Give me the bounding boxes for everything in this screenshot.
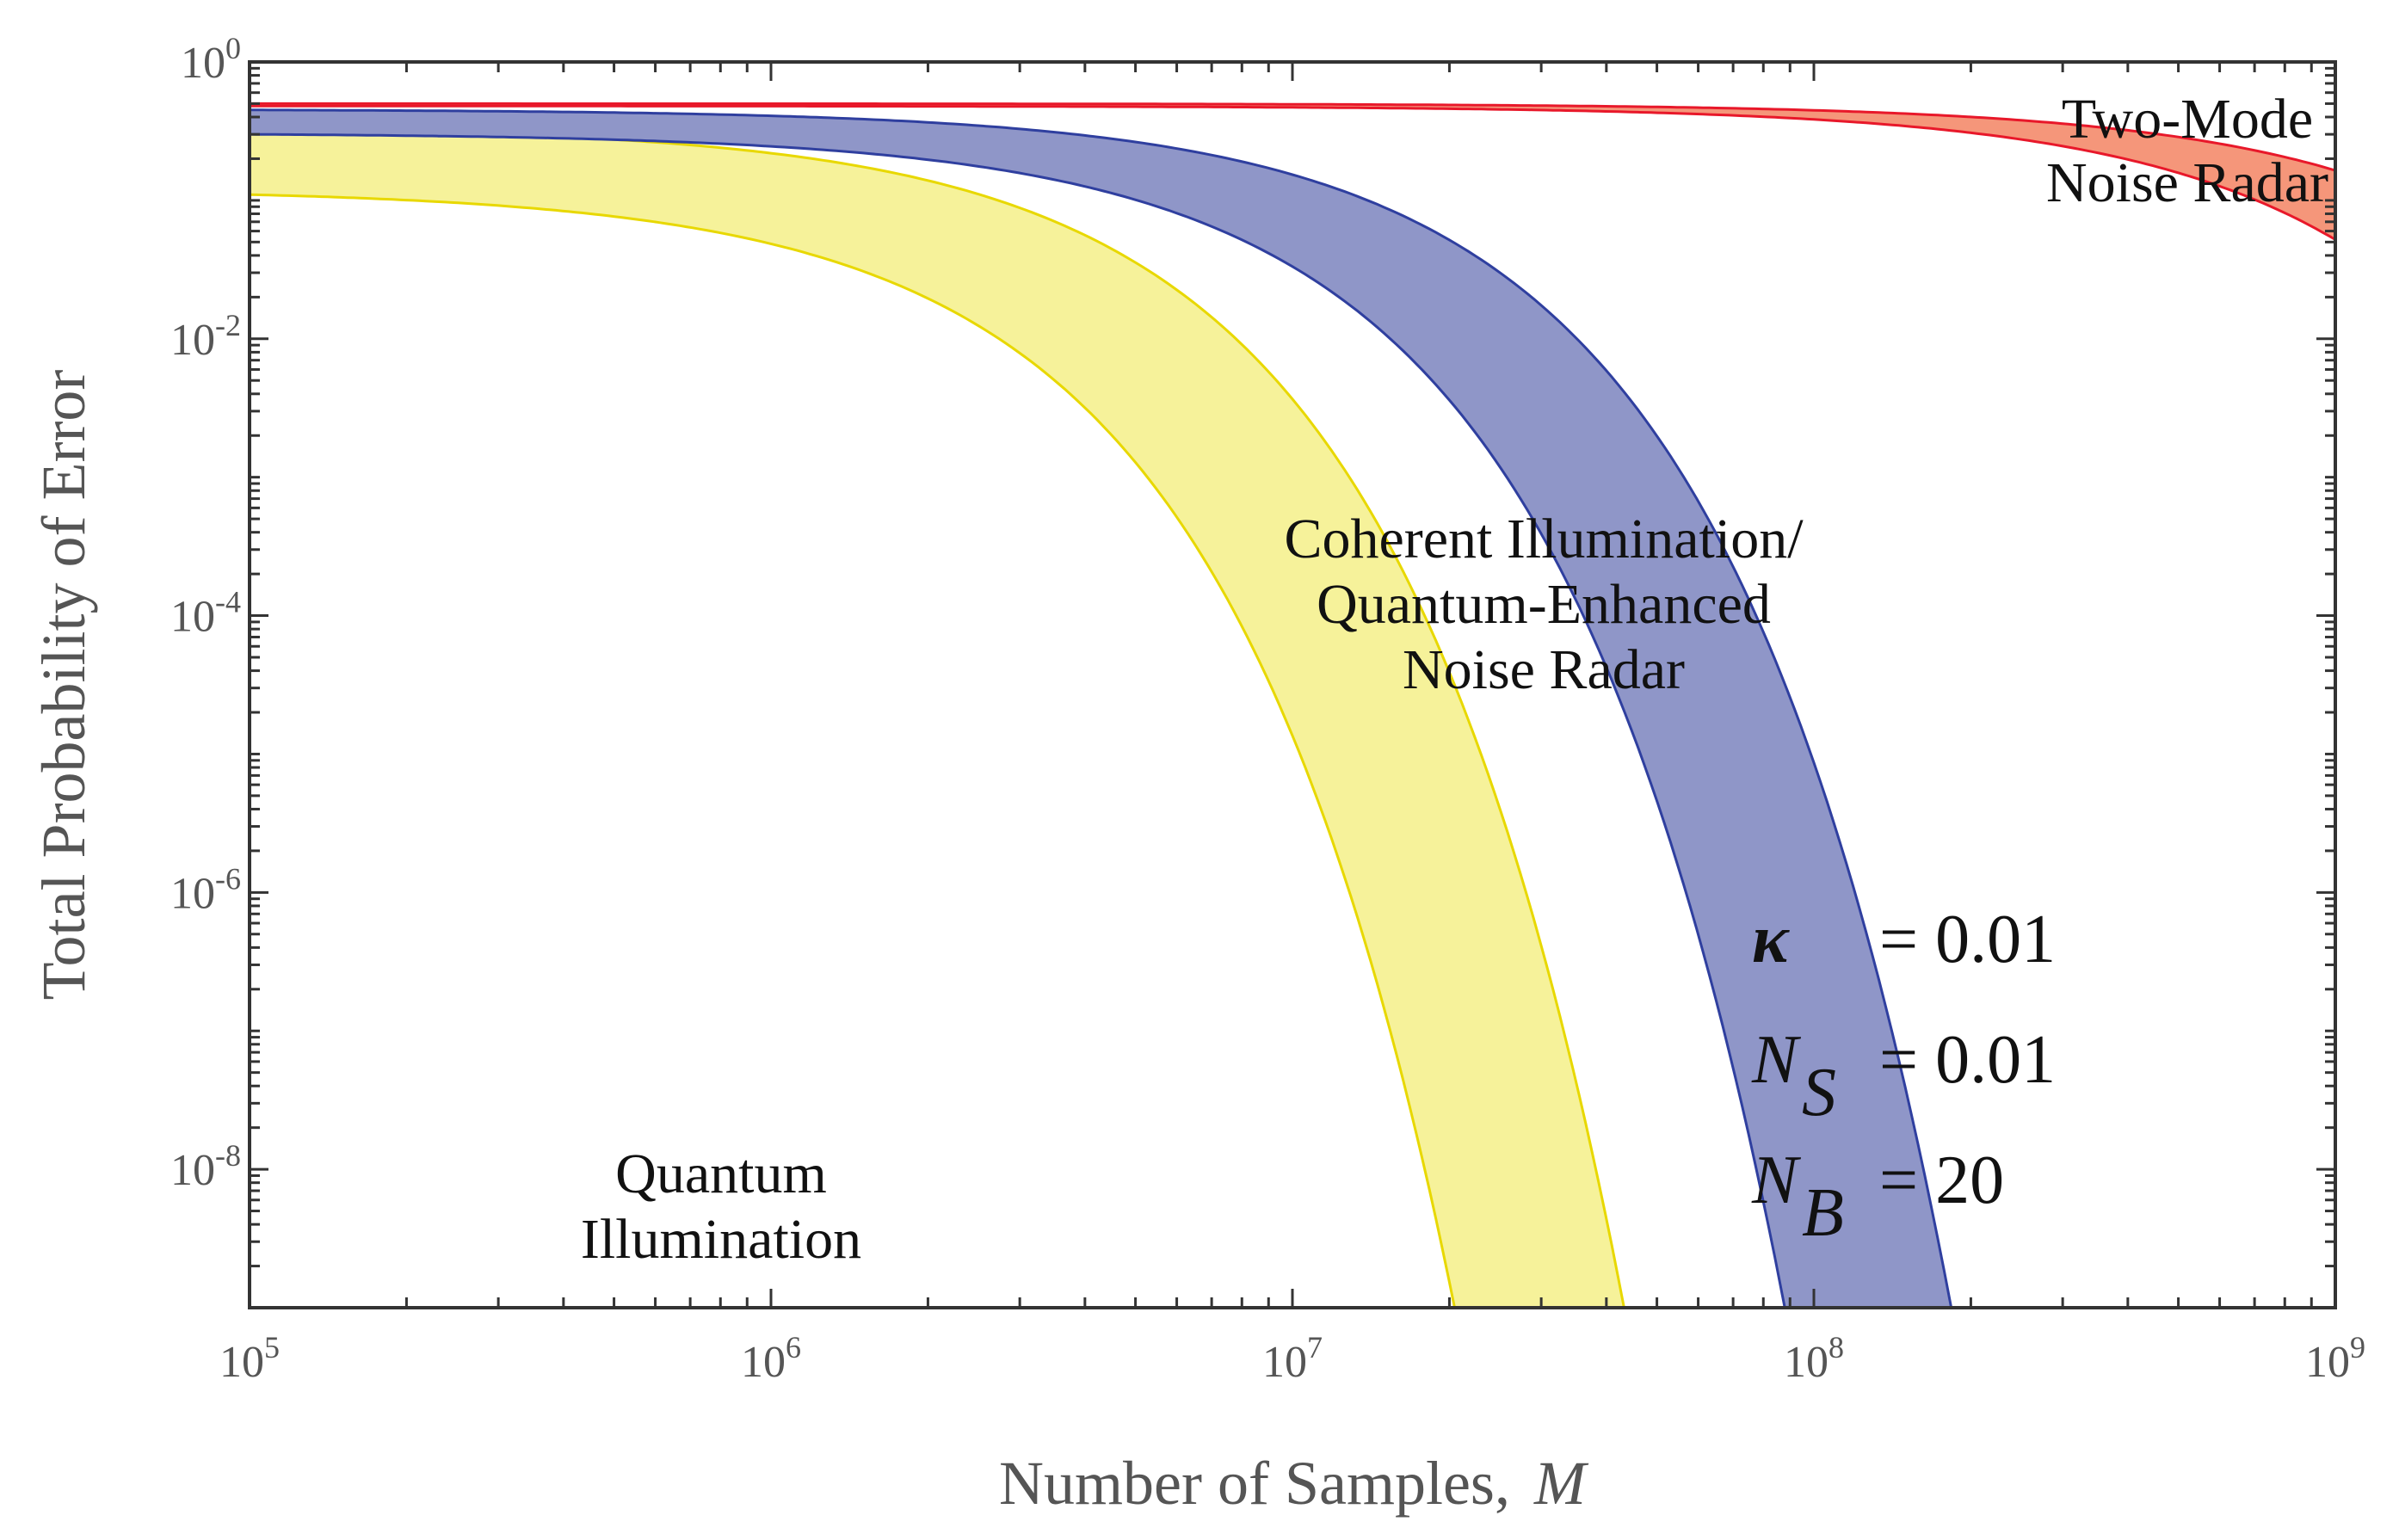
x-tick-label: 109 [2305,1330,2365,1387]
band-0-fill [250,128,1625,1308]
series-label-1-line-2: Noise Radar [1403,638,1685,701]
band-2-lower-line [250,104,2336,241]
series-label-2-line-1: Noise Radar [2046,151,2328,214]
plot-frame [248,60,2337,1309]
y-tick-label: 10-6 [170,861,241,918]
param-symbol-1: N [1751,1022,1802,1098]
x-tick-label: 105 [219,1330,280,1387]
band-1-lower-line [249,132,1786,1309]
y-tick-label: 10-2 [170,308,241,365]
series-label-1-line-0: Coherent Illumination/ [1284,508,1804,570]
x-axis-title: Number of Samples, M [999,1449,1589,1518]
x-tick-label: 106 [741,1330,801,1387]
y-tick-label: 100 [181,31,241,88]
series-label-2-line-0: Two-Mode [2062,88,2313,151]
param-subscript-2: B [1802,1175,1844,1251]
param-value-2: = 20 [1879,1143,2004,1218]
band-0-lower-line [249,193,1456,1309]
band-2-upper-line [250,102,2336,172]
param-symbol-0: κ [1752,902,1790,977]
x-tick-label: 107 [1262,1330,1323,1387]
parameter-labels: κ = 0.01N S = 0.01N B = 20 [1751,902,2056,1251]
param-value-0: = 0.01 [1879,902,2056,977]
series-label-1-line-1: Quantum-Enhanced [1317,573,1771,636]
param-symbol-2: N [1751,1143,1802,1218]
series-label-0-line-0: Quantum [615,1143,827,1205]
series-label-0-line-1: Illumination [581,1208,861,1271]
y-tick-labels: 100 10-2 10-4 10-6 10-8 [170,31,241,1195]
param-value-1: = 0.01 [1879,1022,2056,1098]
y-axis-title: Total Probability of Error [29,370,98,1001]
band-1-fill [250,109,1952,1308]
band-1-upper-line [250,108,1953,1309]
y-tick-label: 10-4 [170,585,241,642]
x-tick-labels: 105 106 107 108 109 [219,1330,2365,1387]
x-tick-label: 108 [1784,1330,1844,1387]
bands-layer [249,102,2336,1309]
y-tick-label: 10-8 [170,1138,241,1195]
param-subscript-1: S [1802,1055,1836,1130]
